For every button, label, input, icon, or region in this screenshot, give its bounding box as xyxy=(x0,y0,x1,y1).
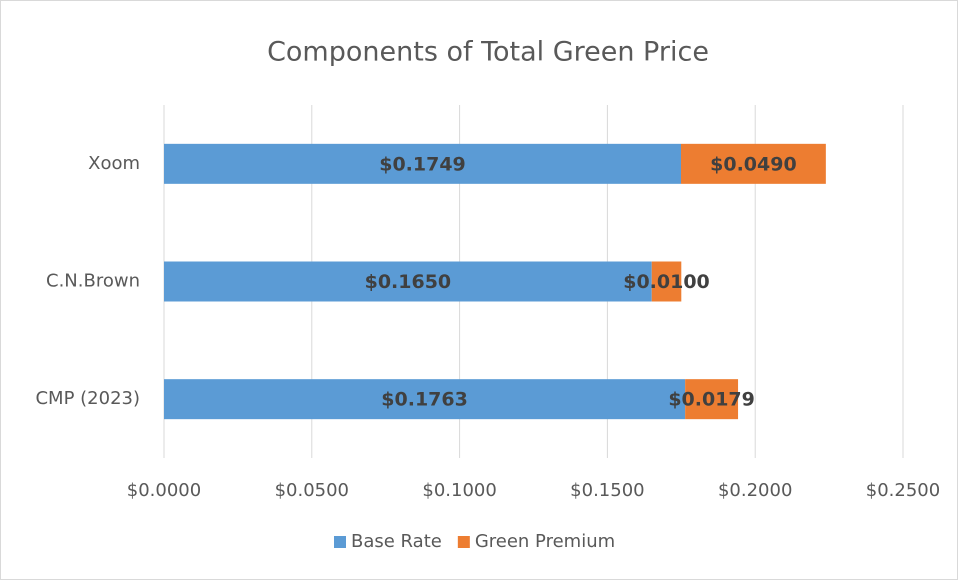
y-tick-label: Xoom xyxy=(88,153,140,174)
x-tick-label: $0.2000 xyxy=(718,480,792,501)
data-label: $0.0490 xyxy=(710,153,797,175)
x-tick-label: $0.0500 xyxy=(275,480,349,501)
data-label: $0.1763 xyxy=(381,389,468,411)
bar-segment xyxy=(164,261,652,302)
x-tick-label: $0.0000 xyxy=(127,480,201,501)
bar-segment xyxy=(164,379,686,420)
bar-segment xyxy=(681,143,826,184)
x-tick-label: $0.2500 xyxy=(866,480,940,501)
y-tick-label: CMP (2023) xyxy=(35,388,140,409)
legend-swatch xyxy=(334,536,346,548)
legend-swatch xyxy=(457,536,470,548)
legend-label: Base Rate xyxy=(351,531,442,552)
bar-segment xyxy=(651,261,682,302)
data-label: $0.1749 xyxy=(379,153,466,175)
chart-title: Components of Total Green Price xyxy=(267,37,709,68)
bar-segment xyxy=(685,379,739,420)
x-tick-label: $0.1000 xyxy=(422,480,496,501)
data-label: $0.1650 xyxy=(365,271,452,293)
bar-segment xyxy=(164,143,682,184)
x-tick-label: $0.1500 xyxy=(570,480,644,501)
data-label: $0.0179 xyxy=(668,389,755,411)
legend-label: Green Premium xyxy=(475,531,615,552)
y-tick-label: C.N.Brown xyxy=(46,271,140,292)
data-label: $0.0100 xyxy=(623,271,710,293)
